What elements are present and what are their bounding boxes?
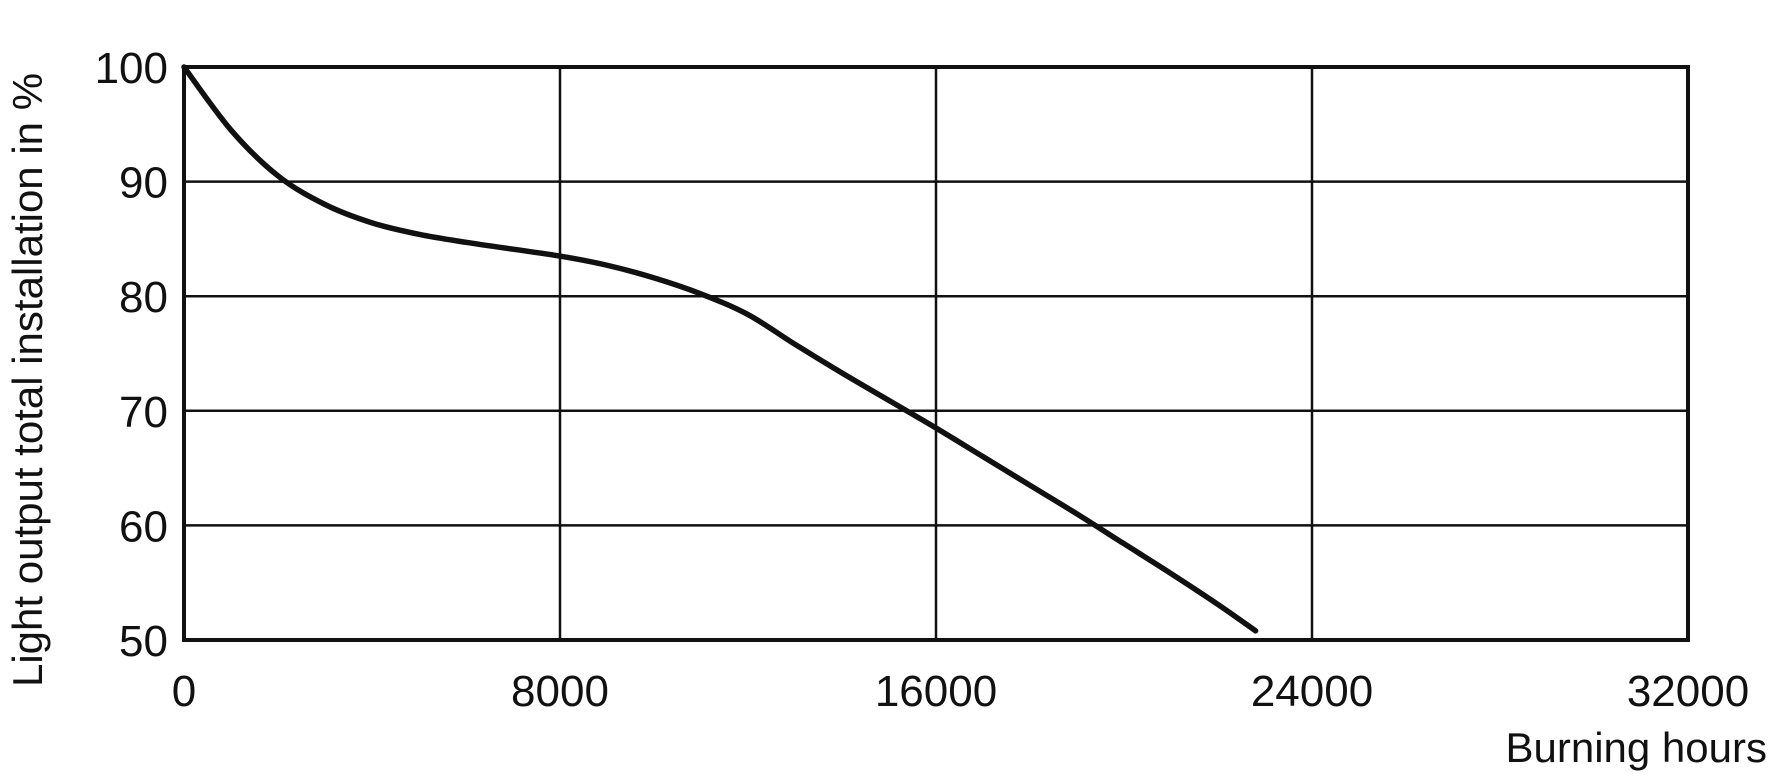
y-tick-label: 80 — [119, 273, 168, 322]
y-tick-label: 50 — [119, 617, 168, 666]
x-tick-label: 0 — [172, 667, 196, 716]
x-tick-label: 8000 — [511, 667, 609, 716]
x-tick-label: 24000 — [1251, 667, 1373, 716]
x-tick-label: 16000 — [875, 667, 997, 716]
plot-frame — [182, 65, 1690, 642]
y-tick-label: 70 — [119, 388, 168, 437]
y-tick-labels: 50 60 70 80 90 100 — [95, 44, 168, 666]
y-tick-label: 60 — [119, 502, 168, 551]
grid — [182, 65, 1690, 642]
x-tick-labels: 0 8000 16000 24000 32000 — [172, 667, 1749, 716]
y-axis-title: Light output total installation in % — [4, 73, 51, 687]
y-tick-label: 90 — [119, 159, 168, 208]
x-axis-title: Burning hours — [1506, 724, 1768, 771]
y-tick-label: 100 — [95, 44, 168, 93]
light-output-line — [181, 64, 1259, 634]
x-tick-label: 32000 — [1627, 667, 1749, 716]
